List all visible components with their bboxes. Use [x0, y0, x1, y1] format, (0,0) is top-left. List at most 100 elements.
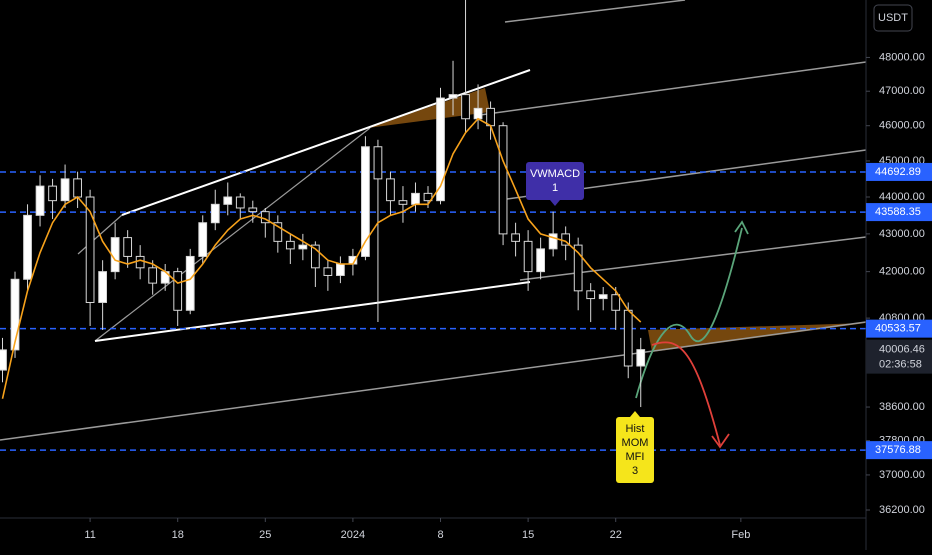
candle-body [448, 94, 458, 99]
annotation-text: Hist [626, 423, 645, 435]
candle-body [73, 178, 82, 198]
arrow-head [734, 220, 749, 235]
trend-line [94, 127, 371, 342]
annotation-text: MOM [622, 437, 649, 449]
y-tick-label: 46000.00 [879, 120, 925, 132]
channel-line [504, 0, 686, 23]
x-tick-label: 18 [172, 529, 184, 541]
y-tick-label: 36200.00 [879, 504, 925, 516]
candle-body [336, 263, 345, 276]
candle-body [273, 222, 283, 242]
y-tick-label: 44000.00 [879, 191, 925, 203]
y-tick-label: 48000.00 [879, 51, 925, 63]
candle-body [598, 294, 608, 300]
candle-body [373, 146, 383, 180]
candle-body [10, 278, 20, 351]
x-tick-label: 15 [522, 529, 534, 541]
x-tick-label: Feb [731, 529, 750, 541]
candle-body [248, 207, 258, 213]
candle-body [498, 125, 508, 235]
candle-body [148, 267, 158, 284]
candle-body [298, 244, 308, 250]
wedge-line [94, 281, 531, 342]
candle-body [98, 271, 107, 303]
candle-body [185, 255, 195, 311]
y-tick-label: 42000.00 [879, 266, 925, 278]
channel-line [0, 321, 867, 441]
candle-body [573, 244, 583, 292]
candle-body [523, 240, 533, 273]
candle-body [486, 107, 495, 127]
x-tick-label: 8 [437, 529, 443, 541]
candle-body [461, 94, 470, 120]
y-tick-label: 43000.00 [879, 228, 925, 240]
candle-body [536, 248, 546, 273]
candle-body [310, 244, 320, 269]
moving-average [1, 117, 642, 399]
y-tick-label: 37000.00 [879, 469, 925, 481]
price-line-label: 37576.88 [875, 444, 921, 456]
candle-body [636, 349, 646, 367]
candle-body [198, 222, 208, 257]
bull-projection [635, 227, 743, 399]
candle-body [35, 185, 45, 216]
x-tick-label: 11 [84, 529, 95, 541]
bear-projection [651, 341, 721, 446]
annotation-text: MFI [626, 451, 645, 463]
candle-body [135, 255, 145, 269]
annotation-text: VWMACD [530, 168, 580, 180]
annotation-text: 3 [632, 465, 638, 477]
candle-body [623, 309, 633, 367]
candle-body [473, 107, 483, 120]
x-tick-label: 22 [610, 529, 622, 541]
candle-body [411, 192, 420, 205]
candle-body [548, 233, 558, 250]
y-tick-label: 38600.00 [879, 401, 925, 413]
candle-body [235, 196, 245, 209]
annotation-text: 1 [552, 182, 558, 194]
candle-body [48, 185, 57, 202]
candle-body [23, 214, 32, 280]
last-price-bg [866, 339, 932, 374]
candle-body [173, 271, 183, 311]
arrow-head [711, 433, 730, 449]
candle-body [611, 294, 621, 311]
price-line-label-bg [866, 203, 932, 222]
price-line-label: 43588.35 [875, 206, 921, 218]
candle-body [361, 146, 370, 257]
x-tick-label: 25 [259, 529, 271, 541]
candle-body [0, 349, 7, 371]
candle-body [85, 196, 95, 303]
price-line-label-bg [866, 162, 932, 181]
candle-body [60, 178, 70, 202]
countdown: 02:36:58 [879, 359, 922, 371]
drawings [0, 0, 867, 451]
candle-body [210, 203, 220, 224]
price-line-label: 40533.57 [875, 323, 921, 335]
candle-body [323, 267, 333, 276]
candle-body [398, 200, 408, 205]
pattern-fill [368, 88, 490, 128]
annotation-pointer [550, 200, 560, 206]
price-line-label-bg [866, 319, 932, 338]
last-price: 40006.46 [879, 344, 925, 356]
y-tick-label: 47000.00 [879, 85, 925, 97]
x-tick-label: 2024 [341, 529, 365, 541]
annotation-pointer [630, 411, 640, 417]
candle-body [386, 178, 395, 202]
channel-line [479, 61, 867, 116]
currency-box[interactable] [873, 4, 913, 32]
candle-body [223, 196, 233, 205]
annotation-box [616, 417, 654, 483]
candle-body [285, 240, 295, 250]
candle-body [436, 97, 445, 202]
currency: USDT [878, 12, 908, 24]
price-line-label: 44692.89 [875, 166, 921, 178]
price-line-label-bg [866, 441, 932, 460]
candle-body [423, 192, 433, 202]
candle-body [110, 237, 120, 273]
candle-body [123, 237, 133, 257]
annotation-box [526, 162, 584, 200]
